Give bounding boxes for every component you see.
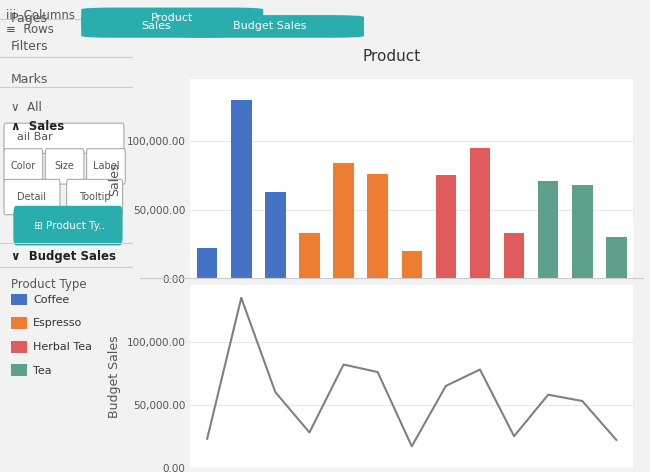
Text: Pages: Pages	[10, 12, 47, 25]
FancyBboxPatch shape	[176, 15, 364, 38]
Text: Size: Size	[55, 161, 75, 171]
FancyBboxPatch shape	[4, 149, 43, 184]
Bar	[367, 174, 388, 279]
Bar	[572, 185, 593, 279]
Text: Filters: Filters	[10, 40, 48, 53]
Text: ∨  Budget Sales: ∨ Budget Sales	[10, 250, 116, 263]
Text: Coffee: Coffee	[33, 295, 70, 305]
Text: Color: Color	[10, 161, 36, 171]
Bar	[10, 364, 27, 376]
Text: Product Type: Product Type	[10, 278, 86, 292]
Text: Tea: Tea	[33, 365, 52, 376]
Bar	[299, 233, 320, 279]
Text: Product: Product	[151, 13, 194, 23]
Bar	[231, 100, 252, 279]
FancyBboxPatch shape	[4, 179, 60, 215]
Text: ⊞ Product Ty..: ⊞ Product Ty..	[34, 220, 105, 231]
Bar	[197, 248, 217, 279]
FancyBboxPatch shape	[86, 149, 125, 184]
Bar	[504, 233, 525, 279]
Text: Detail: Detail	[18, 192, 47, 202]
Text: Marks: Marks	[10, 73, 48, 86]
Text: ail Bar: ail Bar	[18, 132, 53, 143]
Bar	[10, 341, 27, 353]
Y-axis label: Sales: Sales	[108, 162, 121, 195]
Bar	[402, 251, 422, 279]
Bar	[538, 181, 558, 279]
Text: Budget Sales: Budget Sales	[233, 21, 307, 31]
Bar	[333, 163, 354, 279]
Bar	[10, 294, 27, 305]
Bar	[470, 148, 490, 279]
Bar	[10, 317, 27, 329]
Text: Label: Label	[93, 161, 119, 171]
FancyBboxPatch shape	[46, 149, 84, 184]
Bar	[606, 237, 627, 279]
Text: Herbal Tea: Herbal Tea	[33, 342, 92, 352]
Text: Espresso: Espresso	[33, 318, 83, 329]
FancyBboxPatch shape	[4, 123, 124, 153]
FancyBboxPatch shape	[81, 8, 263, 30]
Text: Tooltip: Tooltip	[79, 192, 110, 202]
Bar	[436, 176, 456, 279]
FancyBboxPatch shape	[66, 179, 123, 215]
Text: Product: Product	[363, 49, 421, 64]
FancyBboxPatch shape	[13, 206, 123, 245]
Bar	[265, 192, 285, 279]
Y-axis label: Budget Sales: Budget Sales	[108, 335, 121, 418]
Text: ∨  All: ∨ All	[10, 101, 42, 115]
Text: ≡  Rows: ≡ Rows	[6, 23, 55, 36]
Text: Sales: Sales	[141, 21, 171, 31]
Text: iii  Columns: iii Columns	[6, 9, 75, 23]
FancyBboxPatch shape	[81, 15, 231, 38]
Text: ∧  Sales: ∧ Sales	[10, 120, 64, 134]
